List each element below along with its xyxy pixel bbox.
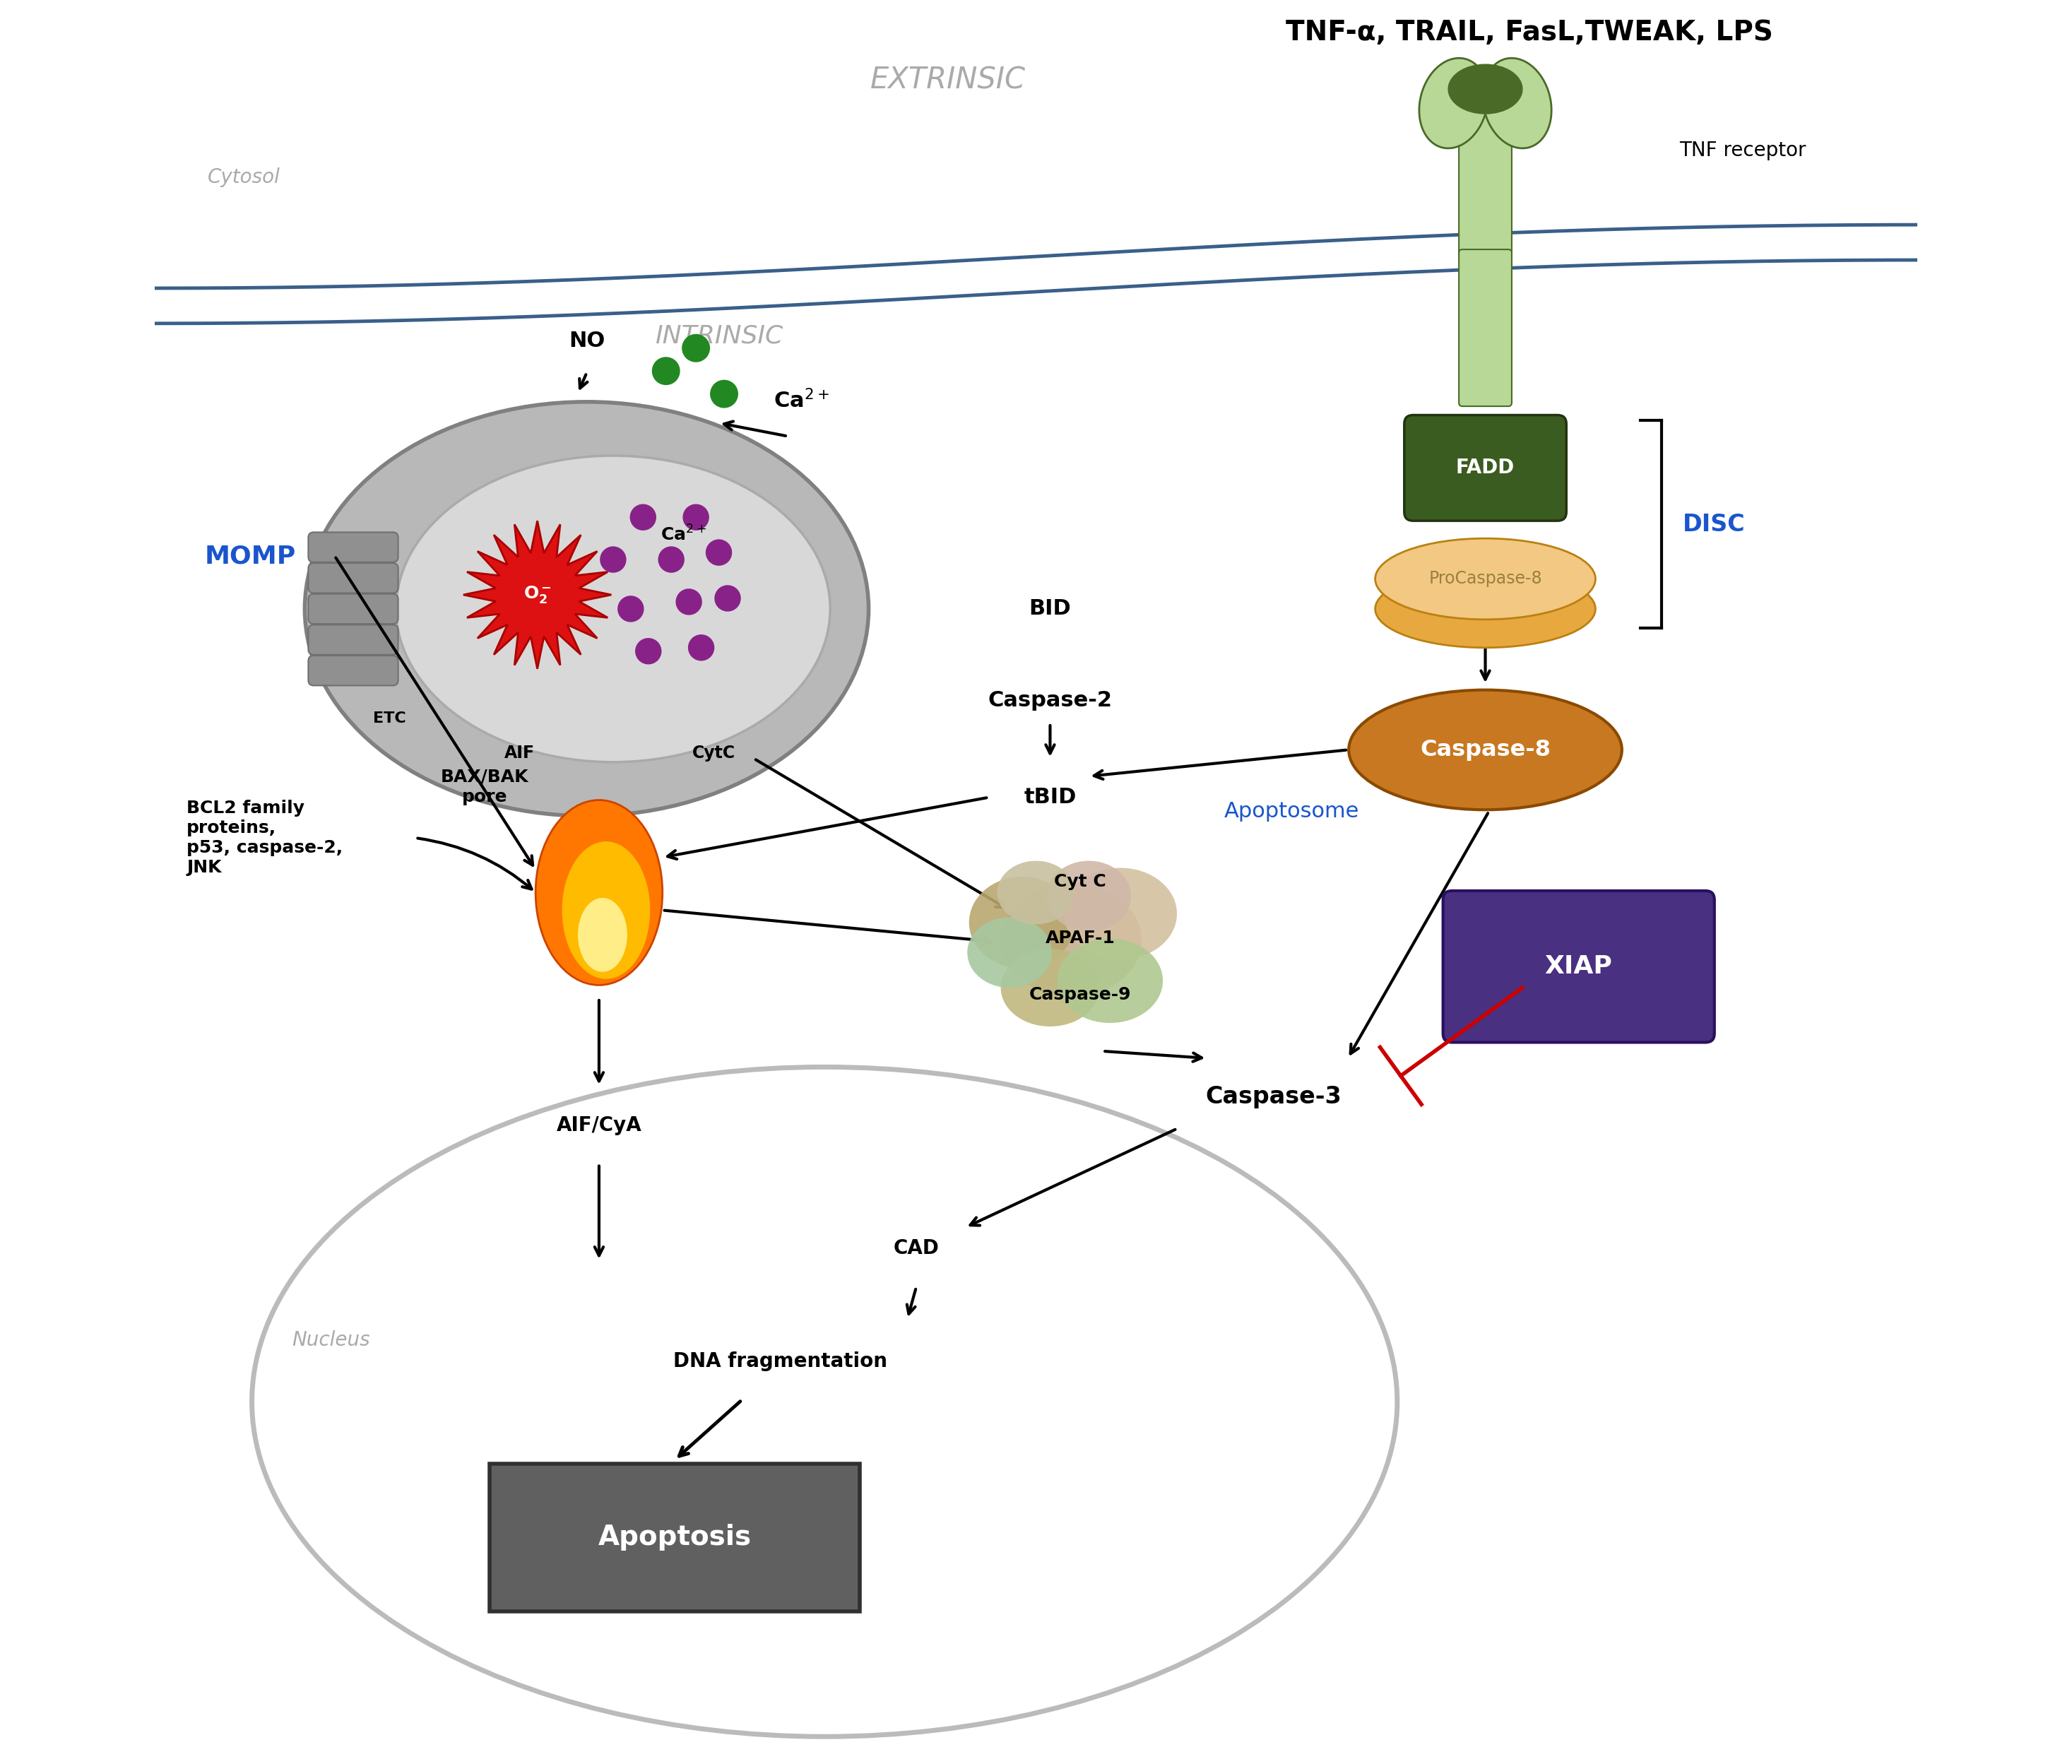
Text: CytC: CytC (692, 744, 736, 762)
Text: XIAP: XIAP (1546, 954, 1612, 979)
Circle shape (682, 505, 709, 531)
Ellipse shape (1484, 58, 1552, 148)
Ellipse shape (578, 898, 628, 972)
Circle shape (601, 547, 626, 573)
Text: EXTRINSIC: EXTRINSIC (870, 65, 1026, 95)
Circle shape (630, 505, 657, 531)
Circle shape (688, 635, 715, 662)
Circle shape (682, 333, 711, 362)
FancyBboxPatch shape (1405, 415, 1566, 520)
FancyBboxPatch shape (1442, 891, 1714, 1043)
Text: Apoptosome: Apoptosome (1225, 801, 1359, 822)
Text: ETC: ETC (373, 711, 406, 725)
Ellipse shape (305, 402, 868, 817)
Ellipse shape (1057, 938, 1162, 1023)
Text: FADD: FADD (1457, 459, 1515, 478)
Circle shape (653, 356, 680, 385)
Text: APAF-1: APAF-1 (1044, 930, 1115, 947)
Text: Ca$^{2+}$: Ca$^{2+}$ (773, 390, 829, 413)
Text: Apoptosis: Apoptosis (599, 1524, 752, 1551)
Text: TNF-α, TRAIL, FasL,TWEAK, LPS: TNF-α, TRAIL, FasL,TWEAK, LPS (1287, 19, 1774, 46)
FancyBboxPatch shape (1459, 249, 1513, 406)
FancyBboxPatch shape (489, 1464, 860, 1612)
FancyBboxPatch shape (1459, 115, 1513, 259)
Text: Cytosol: Cytosol (207, 168, 280, 187)
Ellipse shape (396, 455, 831, 762)
FancyBboxPatch shape (309, 656, 398, 686)
Text: BID: BID (1030, 598, 1071, 619)
Text: tBID: tBID (1024, 787, 1075, 808)
Text: DISC: DISC (1682, 513, 1745, 536)
Text: Caspase-8: Caspase-8 (1419, 739, 1550, 760)
Text: $\mathbf{O_2^-}$: $\mathbf{O_2^-}$ (524, 584, 551, 605)
Text: Cyt C: Cyt C (1055, 873, 1106, 891)
Circle shape (675, 589, 702, 616)
Circle shape (659, 547, 684, 573)
FancyBboxPatch shape (309, 594, 398, 624)
Text: Caspase-2: Caspase-2 (988, 690, 1113, 711)
Circle shape (715, 586, 742, 612)
Text: CAD: CAD (893, 1238, 939, 1258)
Ellipse shape (1065, 868, 1177, 960)
Text: Caspase-3: Caspase-3 (1206, 1085, 1343, 1108)
Text: AIF/CyA: AIF/CyA (557, 1115, 642, 1134)
Text: INTRINSIC: INTRINSIC (655, 325, 783, 348)
Circle shape (636, 639, 661, 665)
Text: MOMP: MOMP (205, 543, 296, 568)
Ellipse shape (535, 801, 663, 984)
Ellipse shape (1001, 949, 1100, 1027)
Text: TNF receptor: TNF receptor (1678, 141, 1807, 161)
Ellipse shape (970, 877, 1075, 968)
Circle shape (707, 540, 731, 566)
Text: NO: NO (568, 332, 605, 351)
Ellipse shape (1448, 65, 1523, 113)
Ellipse shape (968, 917, 1053, 988)
Ellipse shape (1349, 690, 1622, 810)
Text: Nucleus: Nucleus (292, 1330, 371, 1349)
Text: BCL2 family
proteins,
p53, caspase-2,
JNK: BCL2 family proteins, p53, caspase-2, JN… (186, 801, 342, 877)
Text: AIF: AIF (503, 744, 535, 762)
Ellipse shape (1376, 538, 1595, 619)
FancyBboxPatch shape (309, 624, 398, 654)
Ellipse shape (1001, 884, 1142, 997)
Text: ProCaspase-8: ProCaspase-8 (1428, 570, 1542, 587)
Ellipse shape (562, 841, 651, 979)
Ellipse shape (1046, 861, 1131, 931)
Ellipse shape (997, 861, 1075, 924)
Circle shape (711, 379, 738, 407)
Ellipse shape (1419, 58, 1488, 148)
FancyBboxPatch shape (309, 533, 398, 563)
Ellipse shape (1376, 570, 1595, 647)
Text: DNA fragmentation: DNA fragmentation (673, 1351, 887, 1371)
Text: Ca$^{2+}$: Ca$^{2+}$ (661, 526, 707, 545)
FancyBboxPatch shape (309, 563, 398, 593)
Polygon shape (464, 520, 611, 669)
Text: BAX/BAK
pore: BAX/BAK pore (441, 769, 528, 804)
Circle shape (617, 596, 644, 623)
Text: Caspase-9: Caspase-9 (1030, 986, 1131, 1004)
